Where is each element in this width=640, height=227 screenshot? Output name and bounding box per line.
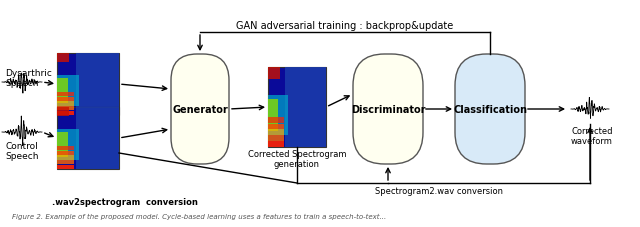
Bar [57,54,119,116]
Bar [268,124,284,130]
FancyBboxPatch shape [353,55,423,164]
FancyBboxPatch shape [455,55,525,164]
Bar [57,146,74,151]
Text: Generator: Generator [172,105,228,114]
Text: GAN adversarial training : backprop&update: GAN adversarial training : backprop&upda… [236,21,454,31]
FancyBboxPatch shape [171,55,229,164]
Bar [268,142,284,147]
Bar [57,156,74,160]
Text: .wav2spectrogram  conversion: .wav2spectrogram conversion [52,197,198,206]
Text: Dysarthric
Speech: Dysarthric Speech [5,69,52,88]
Text: Corrected Spectrogram
generation: Corrected Spectrogram generation [248,149,346,169]
Bar [268,68,280,80]
Bar [268,135,284,141]
Bar [268,96,288,135]
Bar [57,129,79,160]
Text: Spectrogram2.wav conversion: Spectrogram2.wav conversion [375,186,503,195]
Bar [285,68,326,147]
Text: Control
Speech: Control Speech [5,141,38,160]
Bar [268,130,284,135]
Text: Corrected
waveform: Corrected waveform [571,126,613,146]
Bar [57,108,119,169]
Bar [57,98,74,102]
Bar [57,165,74,169]
Bar [57,132,68,157]
Bar [57,93,74,97]
Text: Figure 2. Example of the proposed model. Cycle-based learning uses a features to: Figure 2. Example of the proposed model.… [12,213,387,219]
Bar [57,106,74,111]
Bar [57,111,74,116]
Bar [268,118,284,123]
Bar [57,102,74,106]
Bar [268,100,278,131]
Bar [57,160,74,164]
Bar [57,54,69,63]
Bar [57,151,74,156]
Bar [57,108,69,117]
Bar [57,75,79,106]
Bar [76,54,119,116]
Bar [76,108,119,169]
Text: Classification: Classification [453,105,527,114]
Bar [268,68,326,147]
Bar [57,79,68,103]
Text: Discriminator: Discriminator [351,105,425,114]
